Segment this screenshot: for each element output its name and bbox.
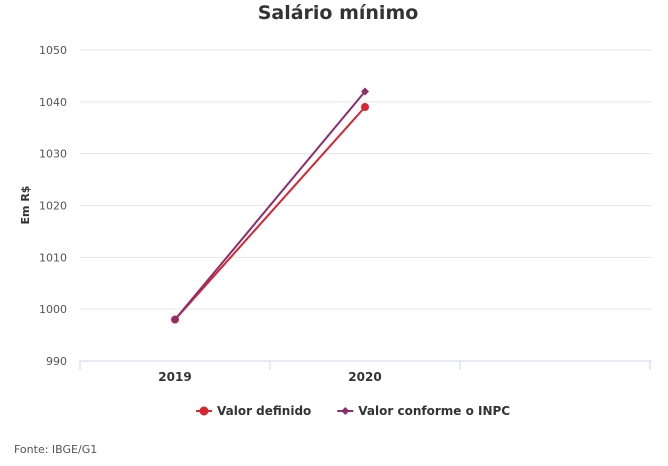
series-line (174, 106, 366, 321)
series-2 (171, 87, 369, 324)
x-axis: 2019 2020 (79, 360, 652, 384)
y-tick-label: 1030 (39, 148, 67, 161)
legend-label: Valor definido (217, 404, 311, 418)
data-point (361, 103, 369, 112)
y-tick-label: 1020 (39, 200, 67, 213)
legend-label: Valor conforme o INPC (358, 404, 510, 418)
legend-marker (199, 406, 209, 416)
grid (80, 49, 652, 310)
legend-marker (341, 407, 350, 415)
y-tick-label: 1050 (39, 44, 67, 57)
y-tick-label: 1010 (39, 251, 67, 264)
x-tick-label: 2020 (348, 370, 381, 384)
y-axis: 990 1000 1010 1020 1030 1040 1050 (39, 44, 67, 368)
chart-title: Salário mínimo (258, 2, 419, 24)
data-point (361, 87, 369, 96)
legend-item-2[interactable]: Valor conforme o INPC (337, 404, 510, 418)
y-tick-label: 990 (46, 355, 67, 368)
y-tick-label: 1040 (39, 96, 67, 109)
series-1 (171, 103, 369, 324)
legend-item-1[interactable]: Valor definido (196, 404, 311, 418)
x-tick-label: 2019 (158, 370, 191, 384)
y-tick-label: 1000 (39, 303, 67, 316)
source-note: Fonte: IBGE/G1 (14, 443, 97, 456)
series-line (174, 90, 366, 321)
y-axis-title: Em R$ (19, 186, 32, 225)
legend: Valor definido Valor conforme o INPC (196, 404, 510, 418)
data-point (171, 315, 179, 324)
series-layer (171, 87, 369, 324)
